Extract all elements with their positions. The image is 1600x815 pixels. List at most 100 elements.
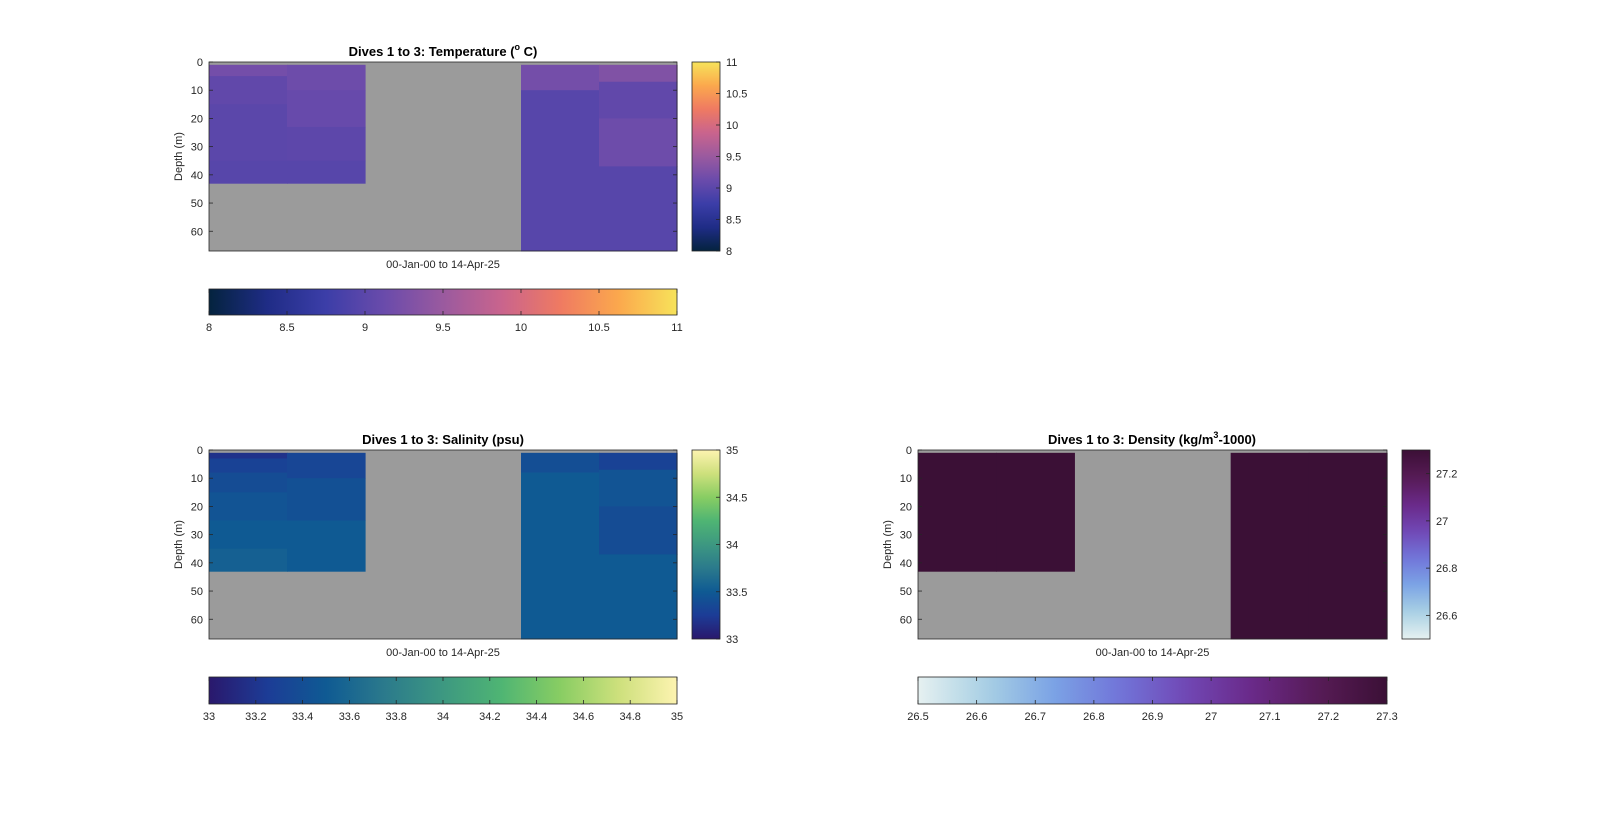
density-colorbar-tick-label: 26.6 — [1436, 610, 1457, 622]
salinity-colorbar-horizontal — [208, 676, 678, 705]
density-ytick-label: 50 — [900, 586, 912, 598]
density-colorbar-tick-label: 27 — [1436, 516, 1448, 528]
density-ytick-label: 30 — [900, 530, 912, 542]
density-ytick-label: 20 — [900, 501, 912, 513]
temperature-cell-5-0 — [599, 64, 678, 83]
temperature-cell-5-2 — [599, 118, 678, 167]
salinity-ytick-label: 30 — [191, 530, 203, 542]
temperature-ytick-label: 60 — [191, 226, 203, 238]
temperature-cell-4-0 — [521, 64, 600, 91]
density-hcolorbar-tick-label: 27.1 — [1259, 711, 1280, 723]
temperature-colorbar-horizontal — [208, 288, 678, 316]
salinity-cell-0-4 — [209, 520, 288, 550]
temperature-colorbar-vertical — [691, 61, 721, 252]
salinity-hcolorbar-tick-label: 33.6 — [339, 711, 360, 723]
salinity-cell-1-2 — [287, 520, 366, 572]
density-hcolorbar-tick-label: 27 — [1205, 711, 1217, 723]
temperature-cell-1-0 — [287, 64, 366, 91]
temperature-axes-frame — [208, 61, 678, 252]
temperature-cell-0-0 — [209, 64, 288, 77]
density-cell-4-0 — [1230, 452, 1310, 640]
temperature-colorbar-tick-label: 8 — [726, 246, 732, 258]
density-hcolorbar-tick-label: 26.9 — [1142, 711, 1163, 723]
density-title: Dives 1 to 3: Density (kg/m3-1000) — [1048, 430, 1256, 447]
temperature-cell-1-1 — [287, 90, 366, 128]
salinity-colorbar-tick-label: 33 — [726, 634, 738, 646]
density-colorbar-vertical — [1401, 449, 1431, 640]
temperature-hcolorbar-tick-label: 8 — [206, 322, 212, 334]
density-colorbar-tick-label: 27.2 — [1436, 469, 1457, 481]
salinity-ytick-label: 20 — [191, 501, 203, 513]
density-cell-0-0 — [918, 452, 997, 572]
density-ytick-label: 10 — [900, 473, 912, 485]
salinity-ytick-label: 60 — [191, 614, 203, 626]
density-hcolorbar-tick-label: 26.8 — [1083, 711, 1104, 723]
salinity-colorbar-vertical — [691, 449, 721, 640]
temperature-hcolorbar-tick-label: 9.5 — [435, 322, 450, 334]
temperature-colorbar-tick-label: 11 — [726, 57, 737, 69]
temperature-colorbar-tick-label: 9.5 — [726, 152, 741, 164]
density-colorbar-horizontal — [917, 676, 1388, 705]
salinity-cell-1-1 — [287, 478, 366, 521]
salinity-cell-0-2 — [209, 472, 288, 493]
density-xlabel: 00-Jan-00 to 14-Apr-25 — [1096, 647, 1210, 659]
temperature-colorbar-tick-label: 9 — [726, 183, 732, 195]
temperature-cell-0-4 — [209, 160, 288, 184]
density-ytick-label: 0 — [906, 445, 912, 457]
salinity-ylabel: Depth (m) — [173, 520, 185, 569]
density-axes-frame — [917, 449, 1388, 640]
salinity-ytick-label: 40 — [191, 558, 203, 570]
temperature-hcolorbar-tick-label: 9 — [362, 322, 368, 334]
salinity-hcolorbar-tick-label: 35 — [671, 711, 683, 723]
density-hcolorbar-tick-label: 26.5 — [907, 711, 928, 723]
temperature-colorbar-tick-label: 10.5 — [726, 89, 747, 101]
temperature-hcolorbar-tick-label: 11 — [671, 322, 682, 334]
salinity-xlabel: 00-Jan-00 to 14-Apr-25 — [386, 647, 500, 659]
temperature-hcolorbar-tick-label: 10.5 — [588, 322, 609, 334]
temperature-ytick-label: 50 — [191, 198, 203, 210]
salinity-hcolorbar-tick-label: 33.8 — [385, 711, 406, 723]
density-hcolorbar-tick-label: 26.6 — [966, 711, 987, 723]
density-cell-5-0 — [1308, 452, 1388, 640]
salinity-chart: 0 10 20 30 40 50 60 Depth (m) 00-Jan-00 to 14-Ap… — [173, 432, 747, 723]
temperature-chart: 0 10 20 30 40 50 60 Depth (m) 00-Jan-00 to 14-Ap… — [173, 42, 747, 334]
temperature-ytick-label: 0 — [197, 57, 203, 69]
salinity-ytick-label: 10 — [191, 473, 203, 485]
salinity-cell-4-0 — [521, 452, 600, 473]
salinity-colorbar-tick-label: 35 — [726, 445, 738, 457]
temperature-cell-5-3 — [599, 166, 678, 252]
temperature-ytick-label: 10 — [191, 85, 203, 97]
salinity-title: Dives 1 to 3: Salinity (psu) — [362, 432, 524, 447]
temperature-title: Dives 1 to 3: Temperature (o C) — [349, 42, 538, 59]
salinity-hcolorbar-tick-label: 33.4 — [292, 711, 313, 723]
temperature-hcolorbar-tick-label: 8.5 — [279, 322, 294, 334]
salinity-cell-5-0 — [599, 452, 678, 471]
temperature-cell-1-3 — [287, 160, 366, 184]
density-colorbar-tick-label: 26.8 — [1436, 563, 1457, 575]
temperature-hcolorbar-tick-label: 10 — [515, 322, 527, 334]
temperature-cell-5-1 — [599, 81, 678, 119]
temperature-cell-4-1 — [521, 90, 600, 252]
salinity-axes-frame — [208, 449, 678, 640]
temperature-cell-0-2 — [209, 104, 288, 133]
density-hcolorbar-tick-label: 27.3 — [1376, 711, 1397, 723]
density-chart: 0 10 20 30 40 50 60 Depth (m) 00-Jan-00 to 14-Ap… — [882, 430, 1457, 723]
salinity-colorbar-tick-label: 34.5 — [726, 492, 747, 504]
density-hcolorbar-tick-label: 27.2 — [1318, 711, 1339, 723]
temperature-ytick-label: 40 — [191, 170, 203, 182]
temperature-colorbar-tick-label: 8.5 — [726, 215, 741, 227]
temperature-colorbar-tick-label: 10 — [726, 120, 738, 132]
temperature-cell-0-1 — [209, 76, 288, 105]
salinity-hcolorbar-tick-label: 34.2 — [479, 711, 500, 723]
salinity-cell-0-3 — [209, 492, 288, 521]
temperature-ytick-label: 30 — [191, 142, 203, 154]
salinity-hcolorbar-tick-label: 33.2 — [245, 711, 266, 723]
salinity-ytick-label: 0 — [197, 445, 203, 457]
salinity-colorbar-tick-label: 34 — [726, 540, 738, 552]
temperature-ylabel: Depth (m) — [173, 132, 185, 181]
salinity-hcolorbar-tick-label: 34.6 — [573, 711, 594, 723]
salinity-cell-4-1 — [521, 472, 600, 640]
salinity-cell-0-5 — [209, 548, 288, 572]
temperature-cell-1-2 — [287, 126, 366, 162]
